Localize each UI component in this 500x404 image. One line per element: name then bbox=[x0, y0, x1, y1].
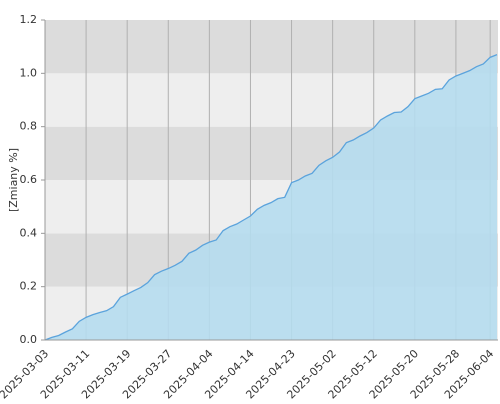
area bbox=[45, 54, 497, 341]
y-tick-label: 0.4 bbox=[20, 226, 38, 239]
y-tick-label: 0.0 bbox=[20, 333, 38, 346]
grid-band bbox=[45, 20, 498, 74]
y-tick-label: 0.8 bbox=[20, 120, 38, 133]
y-tick-label: 0.6 bbox=[20, 173, 38, 186]
y-tick-label: 1.0 bbox=[20, 66, 38, 79]
y-tick-label: 0.2 bbox=[20, 280, 38, 293]
y-axis-label: [Zmiany %] bbox=[7, 148, 20, 212]
line bbox=[44, 54, 498, 341]
y-tick-label: 1.2 bbox=[20, 13, 38, 26]
